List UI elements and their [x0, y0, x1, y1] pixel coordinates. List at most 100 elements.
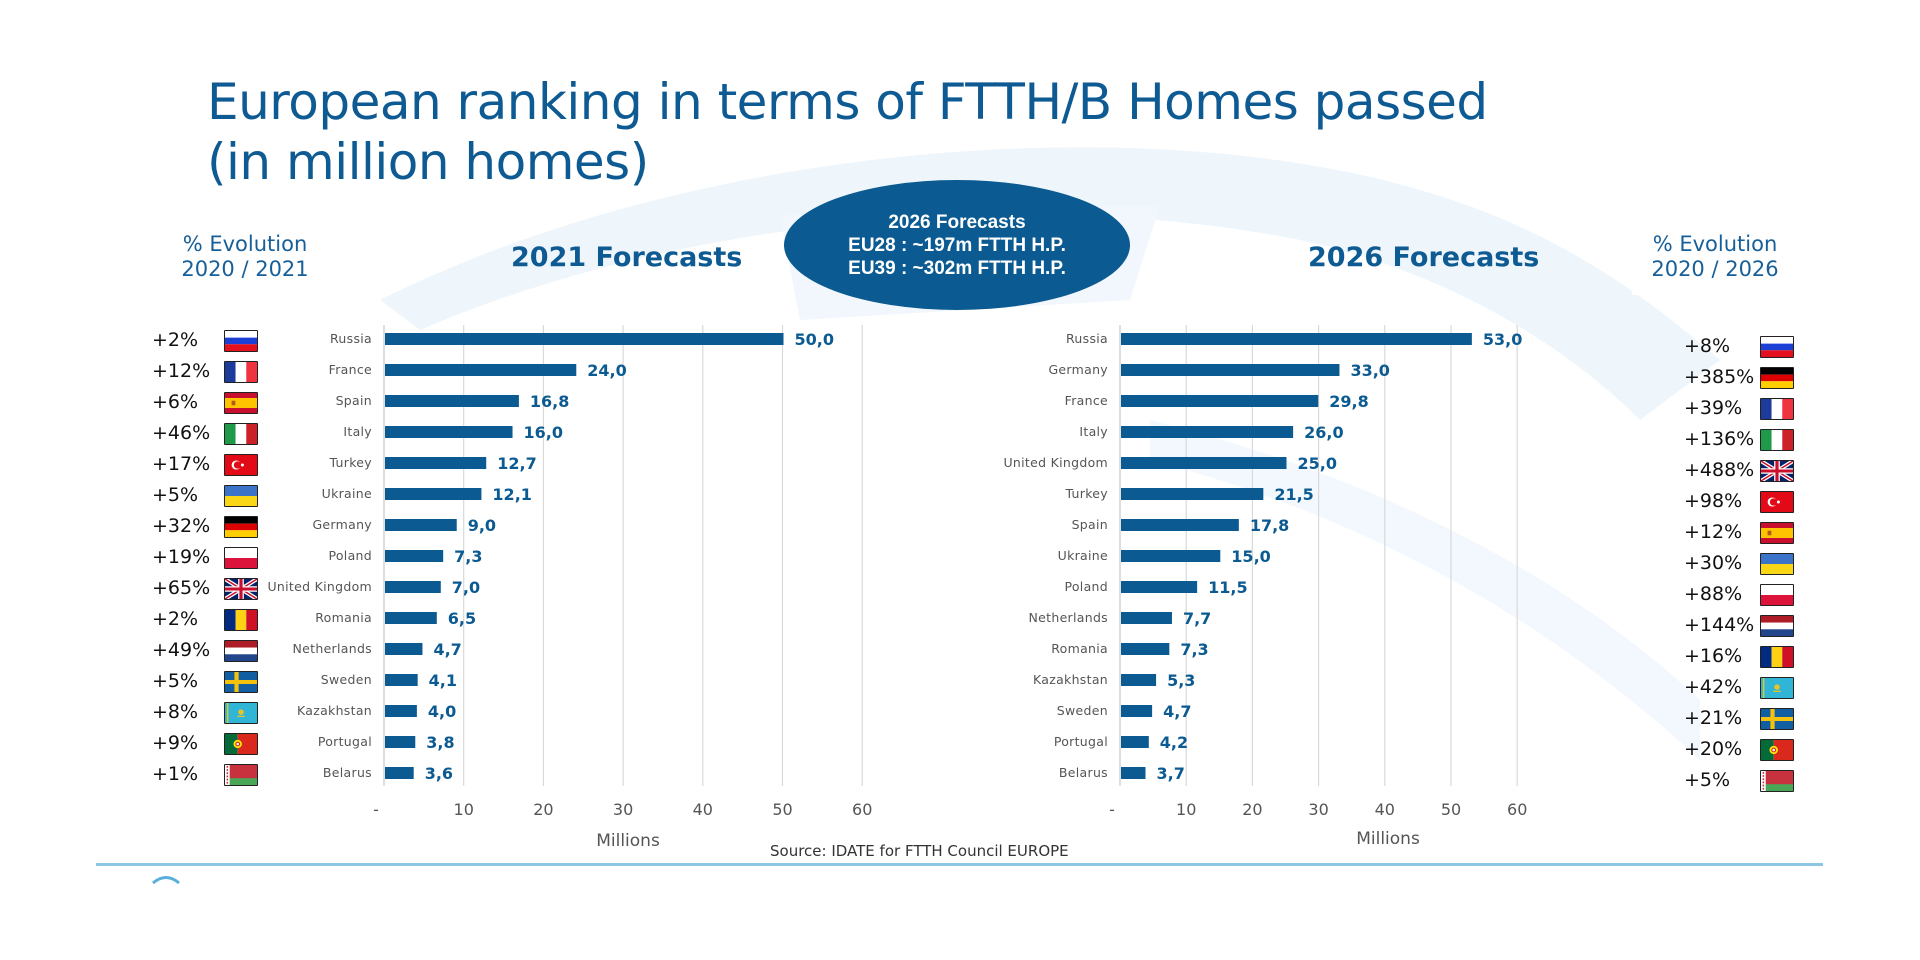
category-label: Kazakhstan	[1033, 672, 1108, 687]
page-title: European ranking in terms of FTTH/B Home…	[207, 72, 1488, 192]
category-label: Sweden	[1057, 703, 1108, 718]
oval-line-1: 2026 Forecasts	[888, 211, 1026, 233]
bar	[385, 364, 577, 376]
category-label: Netherlands	[1029, 610, 1109, 625]
value-label: 5,3	[1167, 671, 1195, 690]
value-label: 7,3	[454, 547, 482, 566]
bar	[1121, 643, 1170, 655]
evolution-percent: +21%	[1684, 707, 1743, 729]
evolution-percent: +6%	[152, 391, 199, 413]
value-label: 4,1	[429, 671, 457, 690]
category-label: Italy	[343, 424, 372, 439]
romania-flag-icon	[1760, 646, 1794, 668]
left-chart-title: 2021 Forecasts	[511, 242, 743, 273]
x-tick-label: 40	[1375, 800, 1395, 819]
bar	[1121, 333, 1472, 345]
evolution-percent: +17%	[152, 453, 211, 475]
sweden-flag-icon	[224, 671, 258, 693]
evolution-percent: +2%	[152, 329, 199, 351]
evolution-percent: +488%	[1684, 459, 1755, 481]
value-label: 7,0	[452, 578, 480, 597]
netherlands-flag-icon	[1760, 615, 1794, 637]
category-label: Romania	[1051, 641, 1108, 656]
bar	[385, 457, 487, 469]
value-label: 7,7	[1183, 609, 1211, 628]
value-label: 24,0	[587, 361, 626, 380]
category-label: Russia	[1066, 331, 1108, 346]
turkey-flag-icon	[1760, 491, 1794, 513]
x-tick-label: -	[373, 800, 379, 819]
category-label: Netherlands	[293, 641, 373, 656]
bar	[1121, 705, 1153, 717]
x-tick-label: 60	[1507, 800, 1527, 819]
value-label: 12,1	[492, 485, 531, 504]
bar	[385, 612, 437, 624]
value-label: 53,0	[1483, 330, 1522, 349]
x-tick-label: 50	[772, 800, 792, 819]
evolution-percent: +19%	[152, 546, 211, 568]
value-label: 7,3	[1180, 640, 1208, 659]
category-label: Poland	[1064, 579, 1108, 594]
value-label: 4,7	[1163, 702, 1191, 721]
value-label: 12,7	[497, 454, 536, 473]
bar	[1121, 488, 1264, 500]
x-tick-label: 20	[1242, 800, 1262, 819]
x-tick-label: 10	[1176, 800, 1196, 819]
evolution-percent: +8%	[152, 701, 199, 723]
turkey-flag-icon	[224, 454, 258, 476]
footer-divider	[96, 863, 1823, 866]
category-label: Turkey	[329, 455, 373, 470]
bar	[385, 767, 414, 779]
value-label: 21,5	[1274, 485, 1313, 504]
evolution-percent: +42%	[1684, 676, 1743, 698]
oval-line-2: EU28 : ~197m FTTH H.P.	[848, 234, 1066, 256]
bar	[1121, 767, 1146, 779]
category-label: Germany	[1048, 362, 1108, 377]
category-label: Spain	[1072, 517, 1108, 532]
belarus-flag-icon	[224, 764, 258, 786]
evolution-percent: +8%	[1684, 335, 1731, 357]
evolution-percent: +16%	[1684, 645, 1743, 667]
evolution-percent: +39%	[1684, 397, 1743, 419]
title-line-2: (in million homes)	[207, 133, 649, 191]
category-label: France	[1065, 393, 1108, 408]
source-note: Source: IDATE for FTTH Council EUROPE	[770, 842, 1069, 860]
poland-flag-icon	[1760, 584, 1794, 606]
bar	[385, 550, 444, 562]
spain-flag-icon	[224, 392, 258, 414]
x-tick-label: 30	[613, 800, 633, 819]
x-tick-label: 30	[1308, 800, 1328, 819]
category-label: United Kingdom	[1003, 455, 1108, 470]
value-label: 26,0	[1304, 423, 1343, 442]
evolution-percent: +12%	[1684, 521, 1743, 543]
spain-flag-icon	[1760, 522, 1794, 544]
france-flag-icon	[1760, 398, 1794, 420]
russia-flag-icon	[1760, 336, 1794, 358]
value-label: 17,8	[1250, 516, 1289, 535]
poland-flag-icon	[224, 547, 258, 569]
ukraine-flag-icon	[224, 485, 258, 507]
evolution-percent: +5%	[152, 484, 199, 506]
netherlands-flag-icon	[224, 640, 258, 662]
evolution-percent: +46%	[152, 422, 211, 444]
evolution-percent: +20%	[1684, 738, 1743, 760]
category-label: Belarus	[1059, 765, 1108, 780]
right-evolution-header: % Evolution 2020 / 2026	[1635, 232, 1795, 282]
evolution-percent: +65%	[152, 577, 211, 599]
kazakhstan-flag-icon	[1760, 677, 1794, 699]
value-label: 33,0	[1350, 361, 1389, 380]
forecast-summary-oval: 2026 Forecasts EU28 : ~197m FTTH H.P. EU…	[784, 180, 1130, 310]
belarus-flag-icon	[1760, 770, 1794, 792]
uk-flag-icon	[224, 578, 258, 600]
bar	[385, 395, 519, 407]
bar	[1121, 457, 1287, 469]
oval-line-3: EU39 : ~302m FTTH H.P.	[848, 257, 1066, 279]
category-label: Poland	[328, 548, 372, 563]
bar	[385, 426, 513, 438]
germany-flag-icon	[224, 516, 258, 538]
category-label: Italy	[1079, 424, 1108, 439]
germany-flag-icon	[1760, 367, 1794, 389]
bar	[1121, 550, 1221, 562]
evolution-percent: +5%	[152, 670, 199, 692]
